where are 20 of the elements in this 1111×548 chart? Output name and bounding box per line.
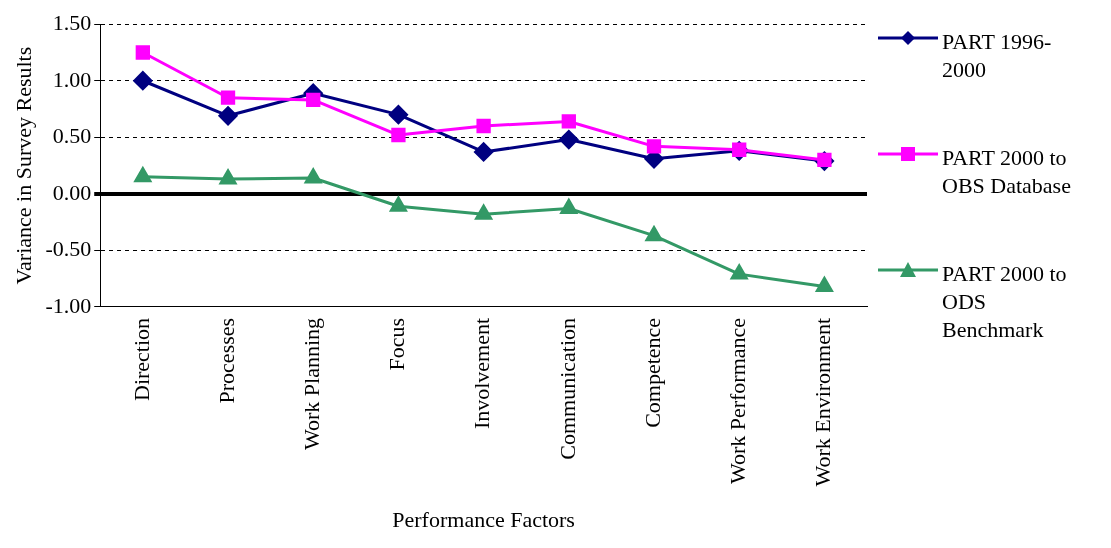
legend-label: PART 2000 to OBS Database (942, 144, 1072, 200)
y-tick-label: 1.50 (52, 9, 92, 35)
y-tick-label: -0.50 (45, 236, 92, 262)
x-axis-title: Performance Factors (392, 506, 575, 532)
y-tick-label: -1.00 (45, 292, 92, 318)
x-tick-label: Processes (213, 317, 239, 404)
legend-label: PART 1996-2000 (942, 28, 1053, 84)
legend-label: PART 2000 to ODS Benchmark (942, 260, 1068, 344)
y-axis-title: Variance in Survey Results (10, 46, 36, 285)
x-tick-label: Competence (639, 317, 665, 428)
x-tick-label: Work Planning (299, 317, 324, 450)
y-tick-label: 1.00 (52, 66, 92, 92)
x-tick-label: Involvement (469, 317, 495, 430)
x-tick-label: Focus (384, 317, 410, 371)
y-tick-label: 0.00 (52, 179, 92, 205)
x-tick-label: Work Performance (724, 317, 750, 485)
x-tick-label: Work Environment (810, 317, 836, 487)
x-tick-label: Direction (128, 317, 154, 401)
x-tick-label: Communication (554, 317, 580, 460)
y-tick-label: 0.50 (52, 123, 92, 149)
